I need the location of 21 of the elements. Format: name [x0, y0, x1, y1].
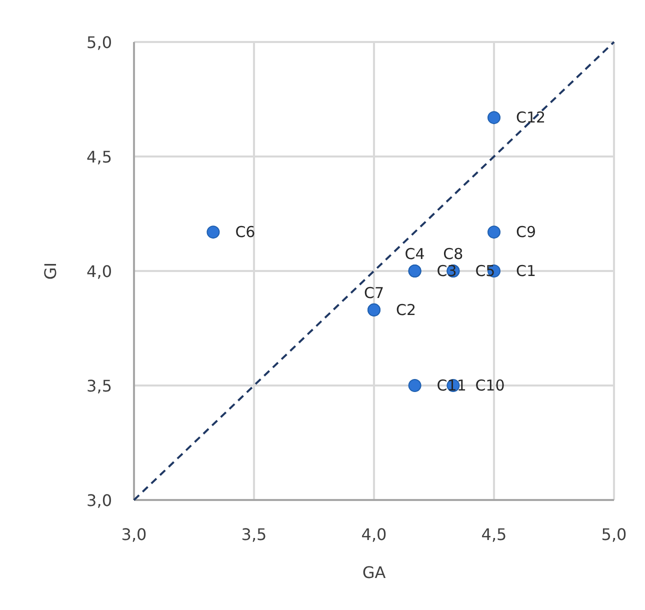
x-tick-label: 3,0 [121, 525, 147, 544]
x-tick-label: 4,0 [361, 525, 387, 544]
annotation: C12 [516, 108, 546, 127]
x-axis-title: GA [362, 563, 386, 582]
x-tick-label: 4,5 [481, 525, 507, 544]
annotation: C9 [516, 223, 536, 242]
annotation: C4 [404, 245, 425, 263]
annotation: C6 [235, 223, 256, 242]
y-tick-label: 3,5 [86, 376, 112, 396]
annotation: C2 [396, 300, 416, 319]
annotation: C8 [443, 245, 464, 263]
y-tick-label: 5,0 [86, 33, 112, 52]
annotation: C10 [475, 376, 505, 394]
annotation: C7 [364, 284, 384, 302]
y-tick-label: 3,0 [86, 491, 112, 510]
x-tick-label: 5,0 [601, 525, 627, 544]
x-tick-label: 3,5 [241, 525, 267, 544]
y-tick-label: 4,5 [86, 148, 112, 166]
annotation: C1 [516, 262, 536, 280]
y-tick-label: 4,0 [86, 262, 112, 281]
y-axis-title: GI [41, 262, 60, 280]
